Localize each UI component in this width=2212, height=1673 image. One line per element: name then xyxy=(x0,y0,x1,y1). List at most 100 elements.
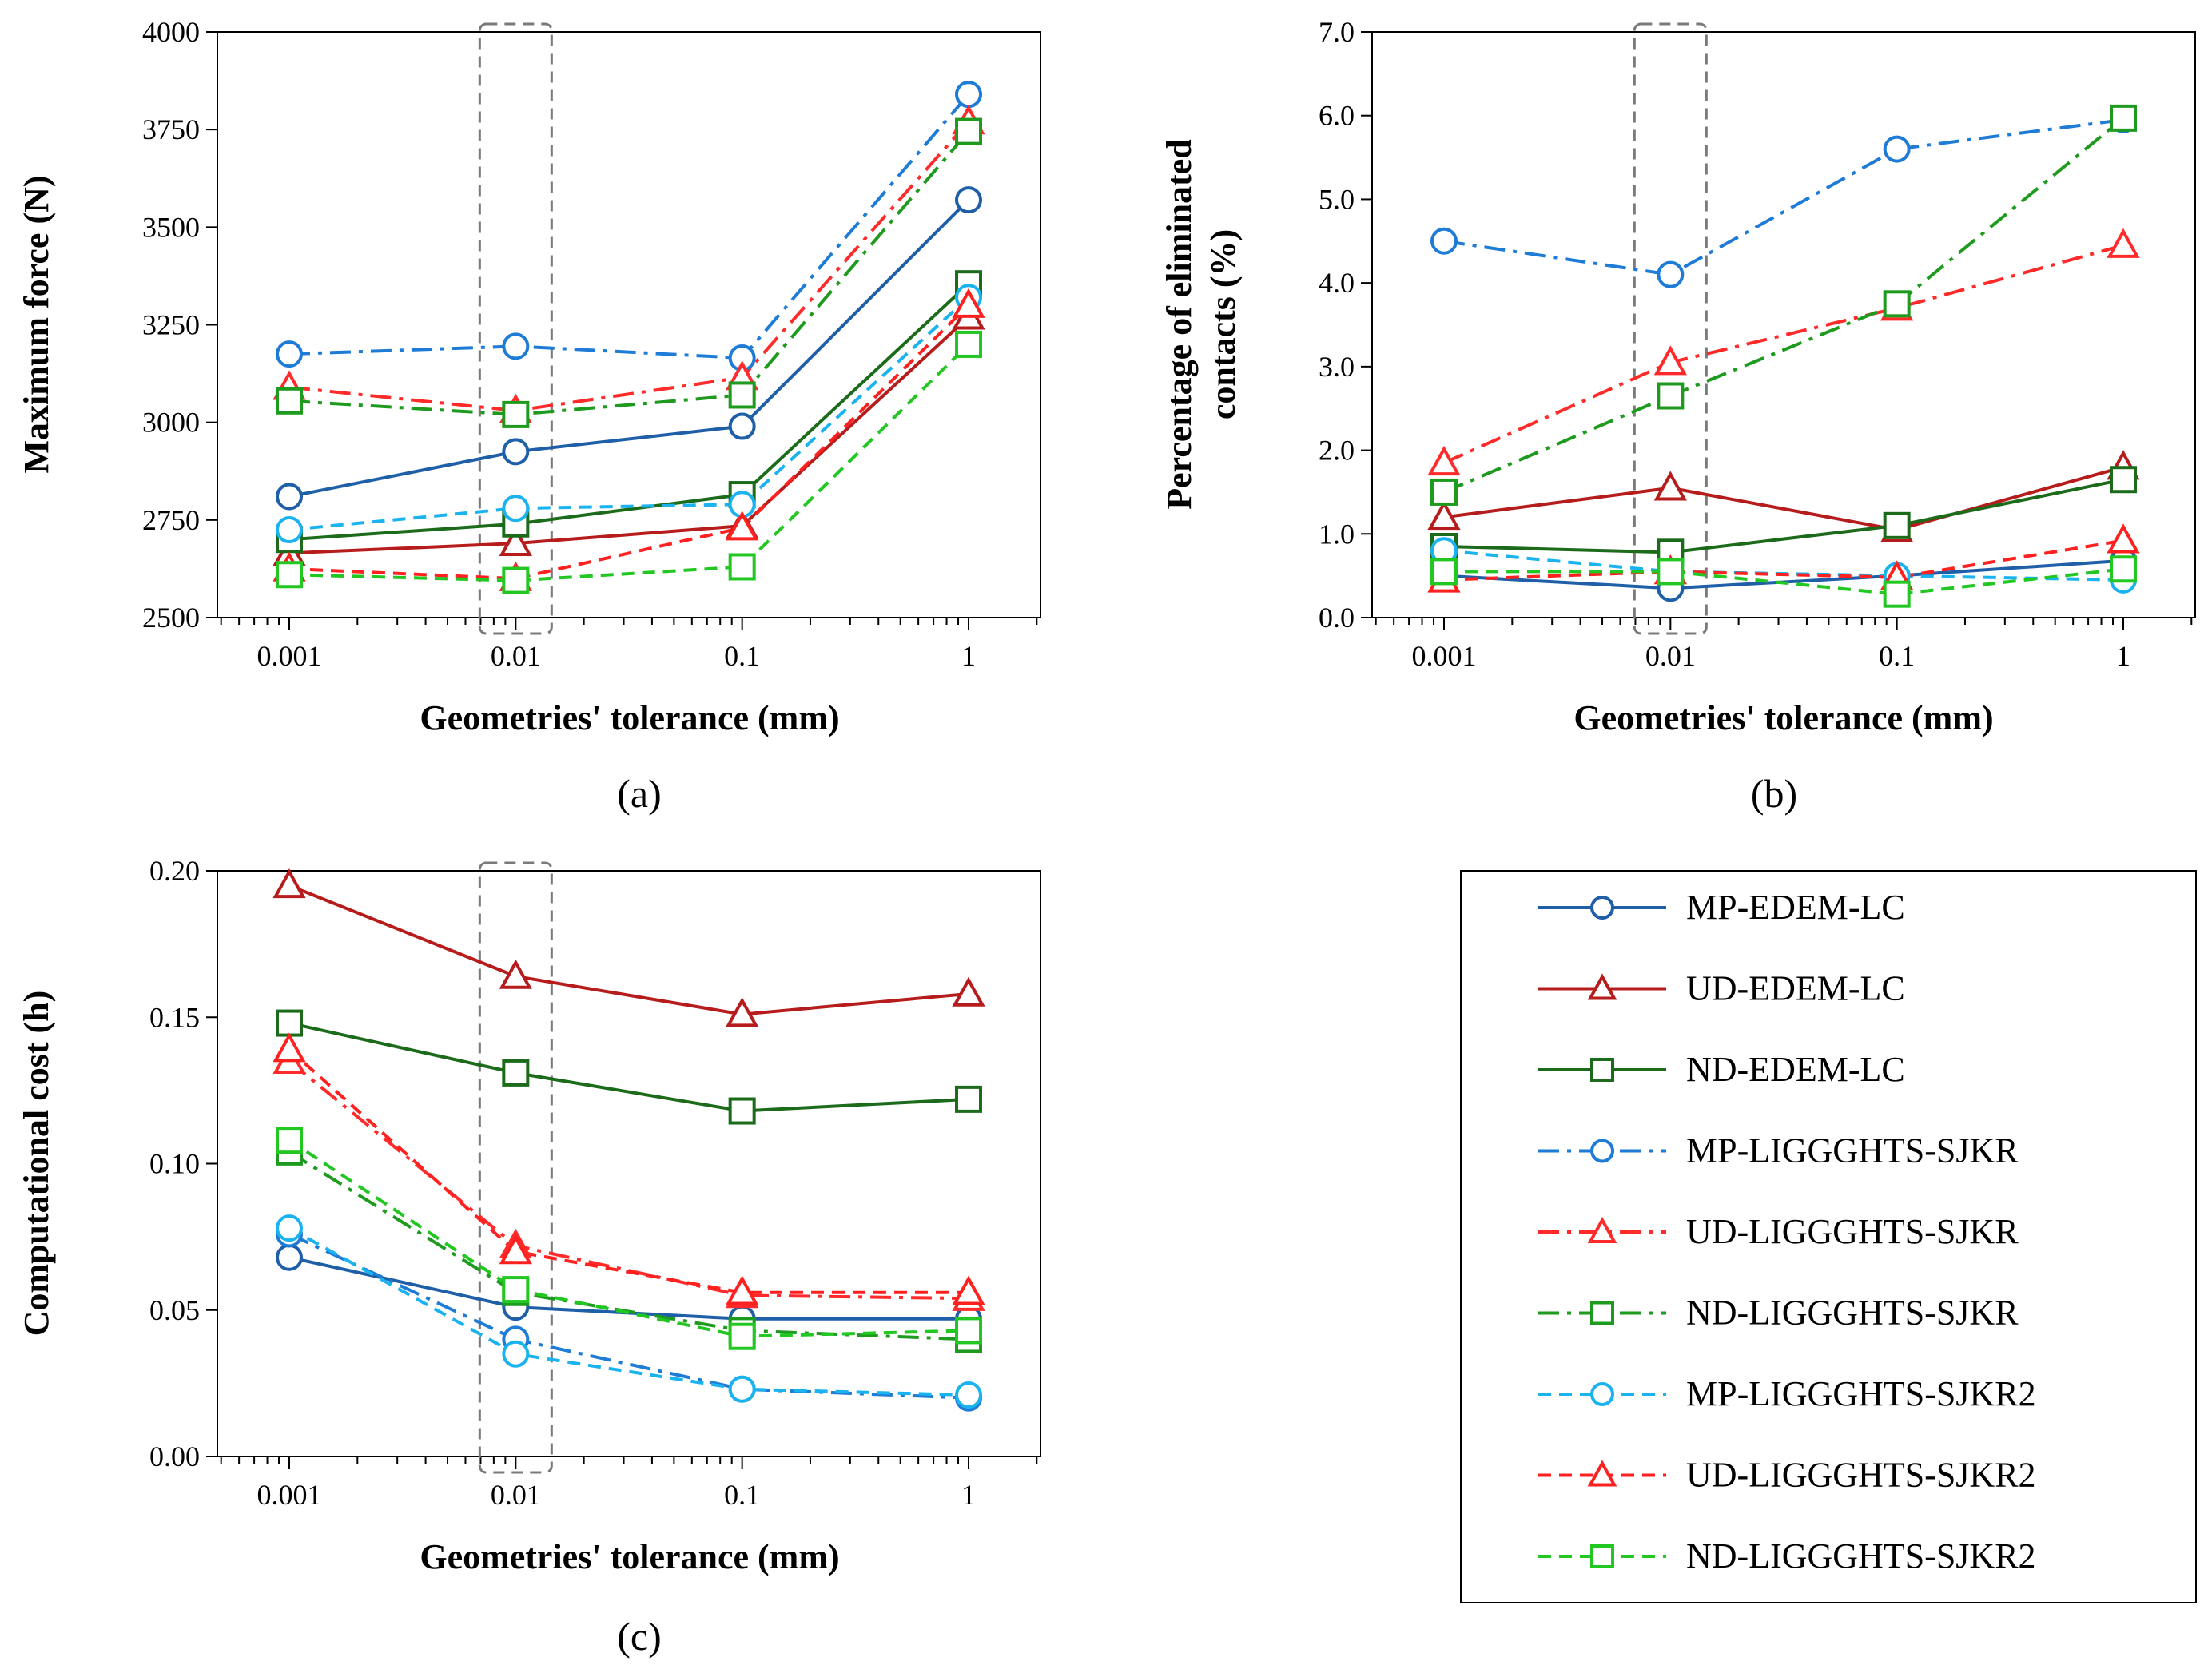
data-point-ud-edem-lc xyxy=(1427,499,1461,531)
y-tick-label: 0.05 xyxy=(149,1294,200,1326)
x-tick-label: 0.1 xyxy=(1879,640,1915,672)
series-line-mp-liggghts-sjkr2 xyxy=(288,1226,969,1397)
data-point-nd-liggghts-sjkr2 xyxy=(728,1322,756,1350)
data-point-nd-liggghts-sjkr xyxy=(955,117,982,145)
legend-label: UD-EDEM-LC xyxy=(1686,969,1905,1008)
data-point-nd-liggghts-sjkr xyxy=(1657,382,1685,410)
legend-marker-mp-liggghts-sjkr xyxy=(1590,1139,1614,1163)
series-line-mp-edem-lc xyxy=(288,1255,969,1321)
panel-b-x-axis-label: Geometries' tolerance (mm) xyxy=(1573,698,1993,737)
series-line-nd-liggghts-sjkr2 xyxy=(288,343,970,582)
legend-label: MP-EDEM-LC xyxy=(1686,888,1905,927)
data-point-mp-edem-lc xyxy=(728,412,756,440)
series-line-mp-liggghts-sjkr xyxy=(1443,117,2124,276)
data-point-ud-edem-lc xyxy=(1653,471,1687,501)
legend-marker-ud-edem-lc xyxy=(1587,973,1617,1000)
legend-marker-mp-edem-lc xyxy=(1590,896,1614,920)
series-line-ud-liggghts-sjkr xyxy=(288,121,970,413)
legend-marker-nd-liggghts-sjkr xyxy=(1590,1301,1614,1325)
data-point-ud-liggghts-sjkr xyxy=(1653,345,1687,376)
panel-c-plot-area xyxy=(217,870,1041,1457)
series-line-nd-liggghts-sjkr2 xyxy=(288,1139,969,1338)
y-tick-label: 2750 xyxy=(142,504,200,536)
panel-b-caption: (b) xyxy=(1751,771,1797,816)
panel-b-chart: Percentage of eliminated contacts (%) Ge… xyxy=(1160,16,2196,816)
panel-a-x-axis-label: Geometries' tolerance (mm) xyxy=(420,698,839,737)
series-line-nd-liggghts-sjkr xyxy=(288,130,970,416)
series-line-ud-edem-lc xyxy=(288,884,969,1016)
y-tick-label: 0.15 xyxy=(149,1001,200,1033)
panel-b-plot-area xyxy=(1371,31,2196,618)
series-line-ud-liggghts-sjkr2 xyxy=(1443,538,2124,582)
data-point-nd-edem-lc xyxy=(955,1085,982,1113)
x-tick-label: 0.1 xyxy=(724,1479,760,1511)
data-point-mp-liggghts-sjkr xyxy=(502,332,530,360)
data-point-ud-edem-lc xyxy=(726,997,759,1027)
data-point-nd-liggghts-sjkr xyxy=(728,381,756,409)
panel-a-caption: (a) xyxy=(617,771,662,816)
data-point-nd-edem-lc xyxy=(276,1009,303,1037)
y-tick-label: 2.0 xyxy=(1319,435,1355,467)
series-line-ud-liggghts-sjkr2 xyxy=(288,1048,969,1294)
data-point-nd-liggghts-sjkr2 xyxy=(728,553,756,581)
data-point-mp-liggghts-sjkr xyxy=(1883,135,1911,163)
x-tick-label: 1 xyxy=(961,640,976,672)
data-point-ud-liggghts-sjkr2 xyxy=(499,1234,532,1265)
x-tick-label: 0.001 xyxy=(257,640,322,672)
legend-marker-mp-liggghts-sjkr2 xyxy=(1590,1382,1614,1406)
panel-c-y-axis-label: Computational cost (h) xyxy=(17,991,56,1337)
y-tick-label: 4.0 xyxy=(1319,267,1355,299)
y-tick-label: 6.0 xyxy=(1319,100,1355,132)
data-point-nd-edem-lc xyxy=(1883,511,1911,539)
legend-marker-nd-edem-lc xyxy=(1590,1058,1614,1082)
series-line-nd-edem-lc xyxy=(288,1021,969,1113)
data-point-ud-edem-lc xyxy=(273,868,306,899)
series-line-nd-liggghts-sjkr2 xyxy=(1444,567,2124,596)
y-tick-label: 4000 xyxy=(142,16,200,48)
data-point-nd-liggghts-sjkr2 xyxy=(1657,558,1685,586)
series-line-nd-edem-lc xyxy=(288,282,970,542)
data-point-nd-edem-lc xyxy=(2110,466,2137,494)
data-point-nd-liggghts-sjkr2 xyxy=(1883,580,1911,608)
series-line-mp-liggghts-sjkr2 xyxy=(288,296,970,532)
x-tick-label: 0.001 xyxy=(257,1479,322,1511)
data-point-ud-edem-lc xyxy=(499,959,532,989)
y-tick-label: 0.10 xyxy=(149,1148,200,1180)
legend-label: UD-LIGGGHTS-SJKR xyxy=(1686,1212,2019,1251)
data-point-nd-liggghts-sjkr xyxy=(1430,478,1458,506)
y-tick-label: 0.20 xyxy=(149,855,200,887)
series-line-ud-liggghts-sjkr xyxy=(288,1059,969,1301)
series-line-ud-edem-lc xyxy=(288,316,970,555)
y-tick-label: 0.0 xyxy=(1319,602,1355,634)
legend-label: ND-LIGGGHTS-SJKR xyxy=(1686,1293,2019,1333)
y-tick-label: 0.00 xyxy=(149,1441,200,1472)
data-point-nd-liggghts-sjkr2 xyxy=(955,330,982,358)
legend-marker-ud-liggghts-sjkr xyxy=(1587,1216,1617,1243)
data-point-ud-liggghts-sjkr2 xyxy=(952,1275,985,1305)
data-point-ud-liggghts-sjkr xyxy=(2107,228,2140,258)
data-point-mp-liggghts-sjkr2 xyxy=(276,516,303,544)
y-tick-label: 2500 xyxy=(142,602,200,634)
data-point-nd-liggghts-sjkr2 xyxy=(2110,555,2137,583)
y-tick-label: 3750 xyxy=(142,113,200,145)
data-point-ud-liggghts-sjkr xyxy=(1427,445,1461,476)
data-point-ud-liggghts-sjkr2 xyxy=(726,1275,759,1305)
data-point-mp-liggghts-sjkr2 xyxy=(502,1340,530,1368)
y-tick-label: 1.0 xyxy=(1319,518,1355,550)
data-point-ud-liggghts-sjkr2 xyxy=(726,511,759,541)
x-tick-label: 0.1 xyxy=(724,640,760,672)
data-point-nd-liggghts-sjkr xyxy=(2110,104,2137,132)
x-tick-label: 0.01 xyxy=(491,1479,541,1511)
x-tick-label: 0.01 xyxy=(1645,640,1696,672)
data-point-mp-liggghts-sjkr2 xyxy=(502,495,530,523)
series-line-ud-liggghts-sjkr2 xyxy=(288,304,970,581)
series-line-nd-liggghts-sjkr xyxy=(288,1150,969,1341)
data-point-mp-liggghts-sjkr2 xyxy=(276,1214,303,1242)
legend-label: MP-LIGGGHTS-SJKR xyxy=(1686,1131,2019,1170)
legend-label: MP-LIGGGHTS-SJKR2 xyxy=(1686,1374,2036,1413)
y-tick-label: 3.0 xyxy=(1319,351,1355,383)
data-point-mp-liggghts-sjkr2 xyxy=(728,1375,756,1403)
data-point-mp-edem-lc xyxy=(276,1243,303,1271)
data-point-mp-liggghts-sjkr xyxy=(1657,260,1685,288)
panel-b-y-axis-label-line1: Percentage of eliminated xyxy=(1160,139,1199,509)
